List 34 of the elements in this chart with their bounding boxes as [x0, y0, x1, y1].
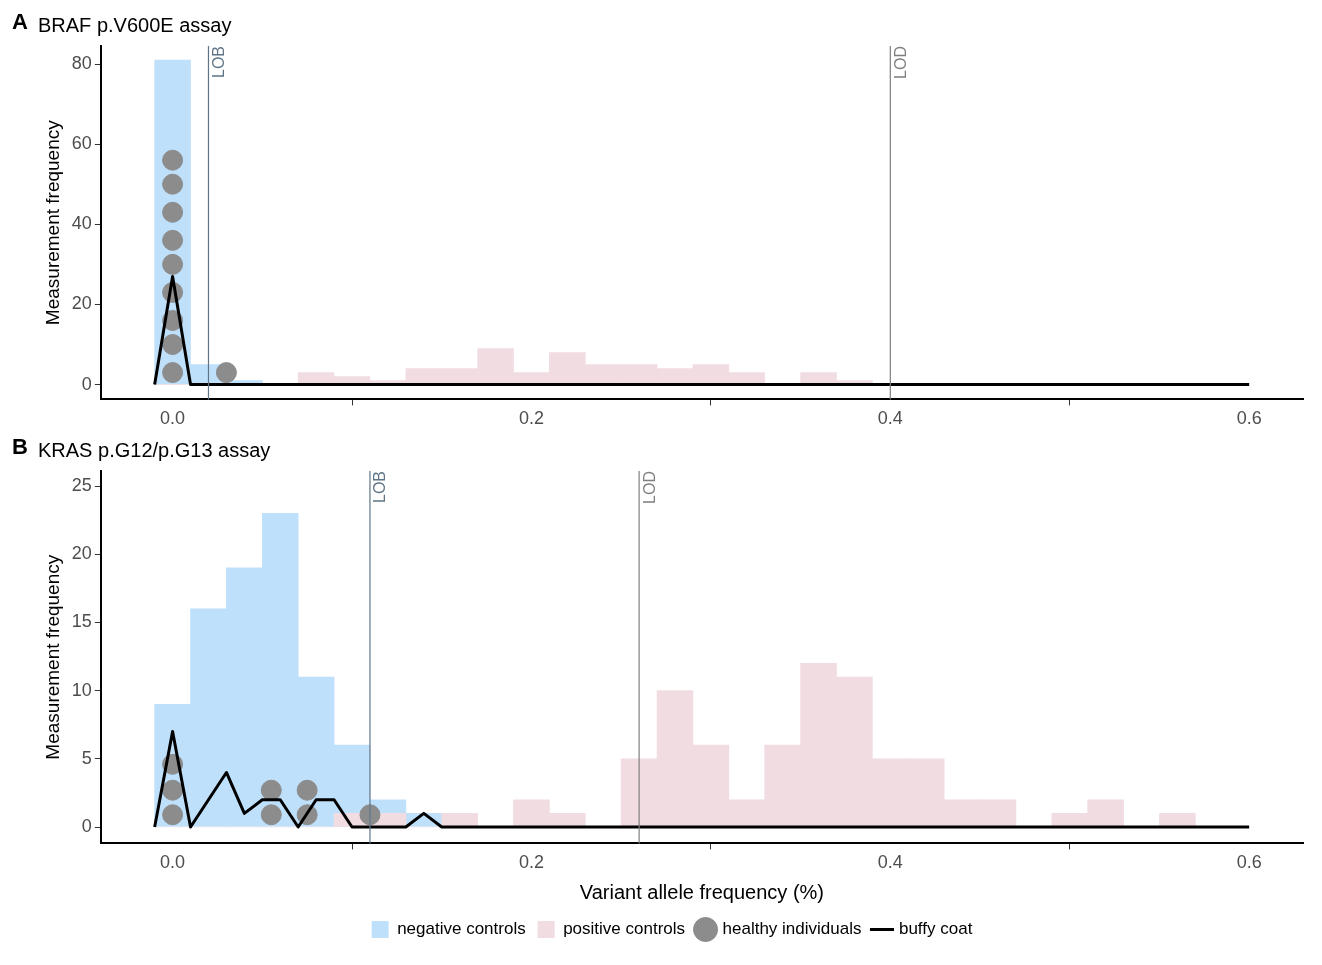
- y-tick-label: 15: [71, 611, 92, 632]
- y-axis-title: Measurement frequency: [41, 554, 63, 760]
- x-axis-title: Variant allele frequency (%): [579, 880, 825, 903]
- x-tick-label: 0.6: [1236, 408, 1262, 429]
- text: A: [12, 9, 28, 35]
- x-tick-label: 0.0: [160, 852, 186, 873]
- y-tick-label: 20: [71, 543, 92, 564]
- x-tick-label: 0.0: [160, 408, 186, 429]
- y-tick-label: 80: [71, 53, 92, 73]
- x-tick-label: 0.6: [1236, 852, 1262, 873]
- legend-label: buffy coat: [898, 919, 973, 939]
- x-tick-label: 0.4: [877, 852, 903, 873]
- y-tick-label: 0: [81, 816, 92, 836]
- y-tick-label: 60: [71, 133, 92, 154]
- ref-line-label: LOB: [371, 471, 389, 504]
- y-tick-label: 5: [81, 747, 92, 768]
- legend-label: negative controls: [397, 919, 526, 939]
- x-tick-label: 0.2: [518, 852, 544, 873]
- y-tick-label: 25: [71, 474, 92, 495]
- x-tick-label: 0.2: [518, 408, 544, 429]
- text: B: [12, 434, 28, 460]
- legend-label: positive controls: [563, 919, 686, 939]
- x-tick-label: 0.4: [877, 408, 903, 429]
- ref-line-label: LOD: [640, 471, 658, 504]
- legend-label: healthy individuals: [722, 919, 862, 939]
- chart-title: BRAF p.V600E assay: [38, 13, 232, 36]
- y-tick-label: 20: [71, 293, 92, 314]
- y-axis-title: Measurement frequency: [41, 119, 63, 326]
- y-tick-label: 40: [71, 213, 92, 234]
- chart-title: KRAS p.G12/p.G13 assay: [38, 438, 271, 461]
- ref-line-label: LOD: [891, 46, 909, 79]
- ref-line-label: LOB: [209, 46, 227, 79]
- y-tick-label: 0: [81, 373, 92, 394]
- y-tick-label: 10: [71, 679, 92, 700]
